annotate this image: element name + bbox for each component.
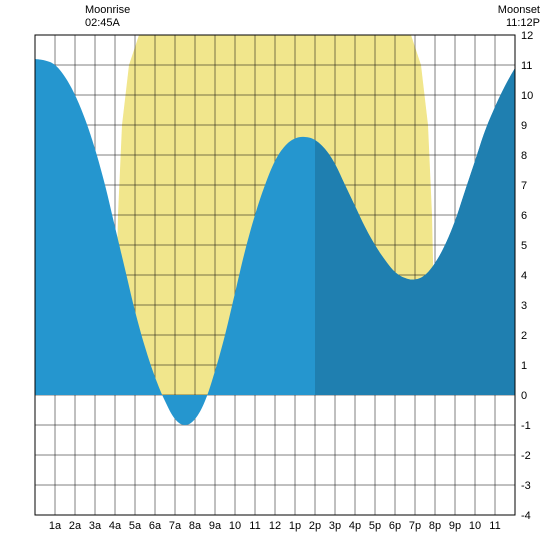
- svg-text:12: 12: [269, 520, 281, 532]
- svg-text:10: 10: [469, 520, 481, 532]
- svg-text:0: 0: [521, 390, 527, 402]
- svg-text:12: 12: [521, 30, 533, 42]
- svg-text:11: 11: [489, 520, 500, 532]
- svg-text:1a: 1a: [49, 520, 62, 532]
- moonrise-label: Moonrise: [85, 4, 130, 16]
- svg-text:4a: 4a: [109, 520, 122, 532]
- svg-text:9a: 9a: [209, 520, 222, 532]
- svg-text:4p: 4p: [349, 520, 361, 532]
- svg-text:9: 9: [521, 120, 527, 132]
- svg-text:2p: 2p: [309, 520, 321, 532]
- moonrise-time: 02:45A: [85, 17, 120, 29]
- svg-text:8a: 8a: [189, 520, 202, 532]
- svg-text:3p: 3p: [329, 520, 341, 532]
- moonset-label: Moonset: [498, 4, 540, 16]
- svg-text:5: 5: [521, 240, 527, 252]
- svg-text:11: 11: [249, 520, 260, 532]
- svg-text:-2: -2: [521, 450, 531, 462]
- svg-text:7: 7: [521, 180, 527, 192]
- svg-text:-4: -4: [521, 510, 531, 522]
- svg-text:5p: 5p: [369, 520, 381, 532]
- svg-text:11: 11: [521, 60, 532, 72]
- svg-text:3: 3: [521, 300, 527, 312]
- svg-text:-1: -1: [521, 420, 531, 432]
- svg-text:10: 10: [521, 90, 533, 102]
- svg-text:6: 6: [521, 210, 527, 222]
- moonset-time: 11:12P: [506, 17, 540, 29]
- svg-text:9p: 9p: [449, 520, 461, 532]
- svg-text:8p: 8p: [429, 520, 441, 532]
- svg-text:1p: 1p: [289, 520, 301, 532]
- svg-text:7p: 7p: [409, 520, 421, 532]
- svg-text:6p: 6p: [389, 520, 401, 532]
- svg-text:7a: 7a: [169, 520, 182, 532]
- svg-text:-3: -3: [521, 480, 531, 492]
- chart-svg: 1a2a3a4a5a6a7a8a9a1011121p2p3p4p5p6p7p8p…: [0, 0, 550, 550]
- svg-text:3a: 3a: [89, 520, 102, 532]
- svg-text:5a: 5a: [129, 520, 142, 532]
- svg-text:10: 10: [229, 520, 241, 532]
- svg-text:1: 1: [521, 360, 527, 372]
- svg-text:2a: 2a: [69, 520, 82, 532]
- tide-chart: Moonrise 02:45A Moonset 11:12P 1a 2a 3a 4a 5…: [0, 0, 550, 550]
- svg-text:4: 4: [521, 270, 527, 282]
- svg-text:8: 8: [521, 150, 527, 162]
- svg-text:6a: 6a: [149, 520, 162, 532]
- svg-text:2: 2: [521, 330, 527, 342]
